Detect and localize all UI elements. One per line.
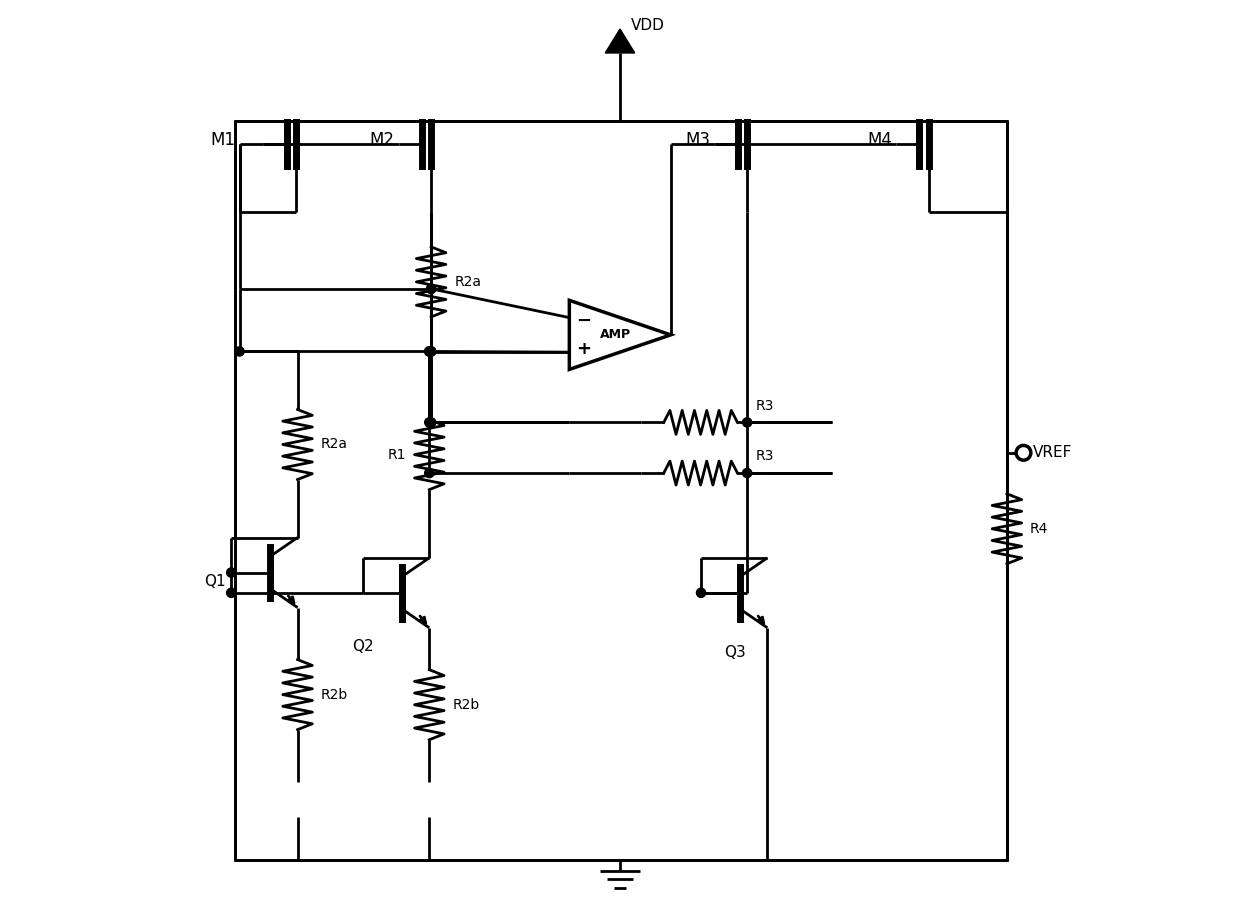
Text: M3: M3 (686, 131, 711, 150)
Text: R2a: R2a (321, 437, 347, 452)
Circle shape (227, 589, 236, 598)
Circle shape (234, 346, 244, 356)
Circle shape (227, 568, 236, 578)
Text: Q1: Q1 (205, 574, 226, 590)
Bar (234, 121, 1007, 860)
Text: Q3: Q3 (724, 645, 746, 660)
Text: AMP: AMP (600, 328, 631, 341)
Circle shape (427, 285, 435, 294)
Text: VREF: VREF (1033, 445, 1073, 460)
Circle shape (427, 418, 435, 427)
Text: Q2: Q2 (352, 638, 374, 654)
Text: VDD: VDD (631, 18, 665, 33)
Text: R2b: R2b (453, 698, 480, 711)
Text: +: + (577, 340, 591, 358)
Text: R4: R4 (1030, 522, 1048, 536)
Text: M2: M2 (370, 131, 394, 150)
Circle shape (427, 346, 435, 356)
Circle shape (425, 346, 434, 356)
Text: R3: R3 (756, 399, 774, 413)
Circle shape (743, 468, 751, 478)
Text: R3: R3 (756, 449, 774, 464)
Text: M4: M4 (867, 131, 892, 150)
Text: M1: M1 (211, 131, 236, 150)
Polygon shape (605, 29, 635, 53)
Text: R2a: R2a (454, 275, 481, 289)
Circle shape (425, 468, 434, 478)
Text: R2b: R2b (321, 687, 348, 701)
Circle shape (425, 418, 434, 427)
Circle shape (427, 346, 435, 356)
Circle shape (425, 346, 434, 356)
Circle shape (743, 418, 751, 427)
Circle shape (697, 589, 706, 598)
Circle shape (427, 285, 435, 294)
Text: R1: R1 (388, 447, 407, 462)
Text: −: − (577, 312, 591, 330)
